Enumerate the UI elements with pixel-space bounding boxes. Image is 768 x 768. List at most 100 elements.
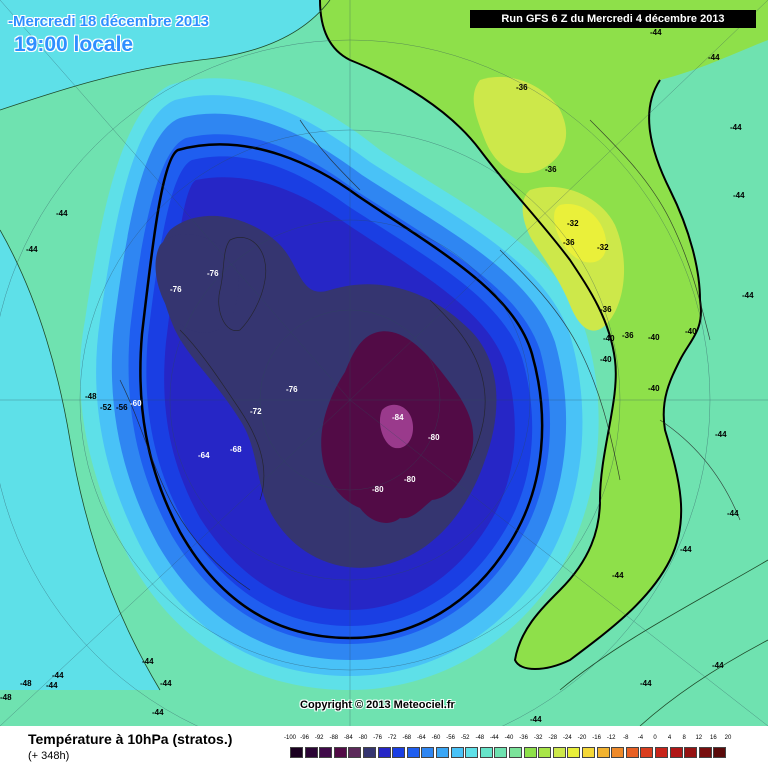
contour-value-label: -44 — [152, 708, 164, 717]
temperature-map: -36 -36 -32 -32 -36 -36 -36 -40 -40 -40 -40 -40 -44-… — [0, 0, 768, 726]
scale-tick-label: -48 — [475, 735, 485, 741]
contour-value-label: -44 — [650, 28, 662, 37]
scale-tick-label: -4 — [637, 735, 644, 741]
contour-value-label: -80 — [372, 485, 384, 494]
contour-yellow-green — [473, 76, 567, 174]
contour-value-label: -44 — [680, 545, 692, 554]
scale-color-cell — [363, 747, 376, 758]
model-run-banner: Run GFS 6 Z du Mercredi 4 décembre 2013 — [470, 10, 756, 28]
scale-color-cell — [538, 747, 552, 758]
contour-value-label: -40 — [648, 384, 660, 393]
contour-value-label: -76 — [286, 385, 298, 394]
scale-tick-label: 8 — [682, 735, 686, 741]
scale-tick-label: -40 — [504, 735, 514, 741]
copyright: Copyright © 2013 Meteociel.fr — [300, 699, 455, 711]
scale-color-cell — [290, 747, 303, 758]
isoline-thin-1 — [0, 0, 331, 111]
scale-tick-label: -64 — [417, 735, 426, 741]
contour-value-label: -44 — [52, 671, 64, 680]
contour-value-label: -80 — [404, 475, 416, 484]
scale-color-cell — [567, 747, 581, 758]
graticule — [0, 0, 768, 726]
scale-tick-label: -8 — [623, 735, 629, 741]
contour-value-label: -44 — [640, 679, 652, 688]
scale-color-cell — [406, 747, 420, 758]
contour-value-label: -44 — [142, 657, 154, 666]
contour-yellow — [554, 204, 607, 263]
scale-color-cell — [479, 747, 493, 758]
legend-footer: Température à 10hPa (stratos.) (+ 348h) … — [0, 726, 768, 768]
contour-value-label: -36 — [545, 165, 557, 174]
scale-color-cell — [509, 747, 522, 758]
scale-tick-label: -60 — [431, 735, 441, 741]
legend-subtitle: (+ 348h) — [28, 750, 70, 762]
contour-value-label: -48 — [85, 392, 97, 401]
scale-tick-label: -28 — [548, 735, 558, 741]
contour-value-label: -52 — [100, 403, 112, 412]
scale-tick-label: -24 — [563, 735, 572, 741]
scale-tick-label: 12 — [695, 735, 703, 741]
scale-tick-label: 4 — [667, 735, 672, 741]
contour-labels: -36-36-32-32-36-36-36-40 -40-40-40-40-44-… — [0, 28, 754, 724]
contour-value-label: -44 — [56, 209, 68, 218]
scale-color-cell — [333, 747, 347, 758]
scale-tick-label: 0 — [653, 735, 657, 741]
contour-value-label: -44 — [742, 291, 754, 300]
isoline-thin-3 — [559, 559, 768, 691]
contour-value-label: -44 — [715, 430, 727, 439]
contour-value-label: -44 — [160, 679, 172, 688]
scale-color-cell — [655, 747, 668, 758]
scale-tick-label: -100 — [283, 735, 296, 741]
scale-tick-label: -76 — [373, 735, 382, 741]
scale-color-cell — [377, 747, 391, 758]
forecast-date: -Mercredi 18 décembre 2013 — [8, 13, 209, 30]
contour-value-label: -36 — [600, 305, 612, 314]
legend-title: Température à 10hPa (stratos.) — [28, 731, 233, 747]
scale-tick-label: 16 — [710, 735, 717, 741]
forecast-time: 19:00 locale — [14, 33, 134, 56]
contour-value-label: -32 — [567, 219, 579, 228]
contour-value-label: -40 — [648, 333, 660, 342]
contour-value-label: -72 — [250, 407, 262, 416]
scale-color-cell — [713, 747, 727, 758]
scale-color-cell — [319, 747, 333, 758]
contour-value-label: -48 — [0, 693, 12, 702]
scale-color-cell — [582, 747, 595, 758]
scale-tick-label: -68 — [402, 735, 412, 741]
contour-value-label: -76 — [207, 269, 219, 278]
isoline-bold-warm — [319, 0, 702, 670]
scale-tick-label: -88 — [329, 735, 339, 741]
scale-color-cell — [450, 747, 464, 758]
map-canvas: -36-36-32-32-36-36-36-40 -40-40-40-40-44-… — [0, 0, 768, 726]
scale-tick-label: -56 — [446, 735, 455, 741]
scale-color-cell — [640, 747, 654, 758]
contour-value-label: -44 — [730, 123, 742, 132]
scale-color-cell — [698, 747, 712, 758]
scale-color-cell — [421, 747, 435, 758]
scale-tick-label: -36 — [519, 735, 528, 741]
scale-color-cell — [552, 747, 566, 758]
contour-value-label: -80 — [428, 433, 440, 442]
scale-color-cell — [436, 747, 449, 758]
contour-value-label: -40 — [600, 355, 612, 364]
scale-color-cell — [611, 747, 625, 758]
scale-color-cell — [494, 747, 508, 758]
contour-value-label: -84 — [392, 413, 404, 422]
coastlines — [119, 119, 741, 591]
contour-value-label: -32 — [597, 243, 609, 252]
scale-tick-label: -80 — [358, 735, 368, 741]
scale-color-cell — [304, 747, 318, 758]
contour-value-label: -64 — [198, 451, 210, 460]
contour-value-label: -48 — [20, 679, 32, 688]
contour-value-label: -36 — [622, 331, 634, 340]
contour-value-label: -44 — [712, 661, 724, 670]
contour-value-label: -44 — [708, 53, 720, 62]
scale-color-cell — [465, 747, 479, 758]
scale-color-cell — [684, 747, 698, 758]
scale-color-cell — [392, 747, 406, 758]
scale-tick-label: -52 — [460, 735, 470, 741]
scale-tick-label: -44 — [490, 735, 499, 741]
scale-color-cell — [596, 747, 610, 758]
contour-value-label: -56 — [116, 403, 128, 412]
contour-cyan-west-2 — [0, 230, 160, 690]
